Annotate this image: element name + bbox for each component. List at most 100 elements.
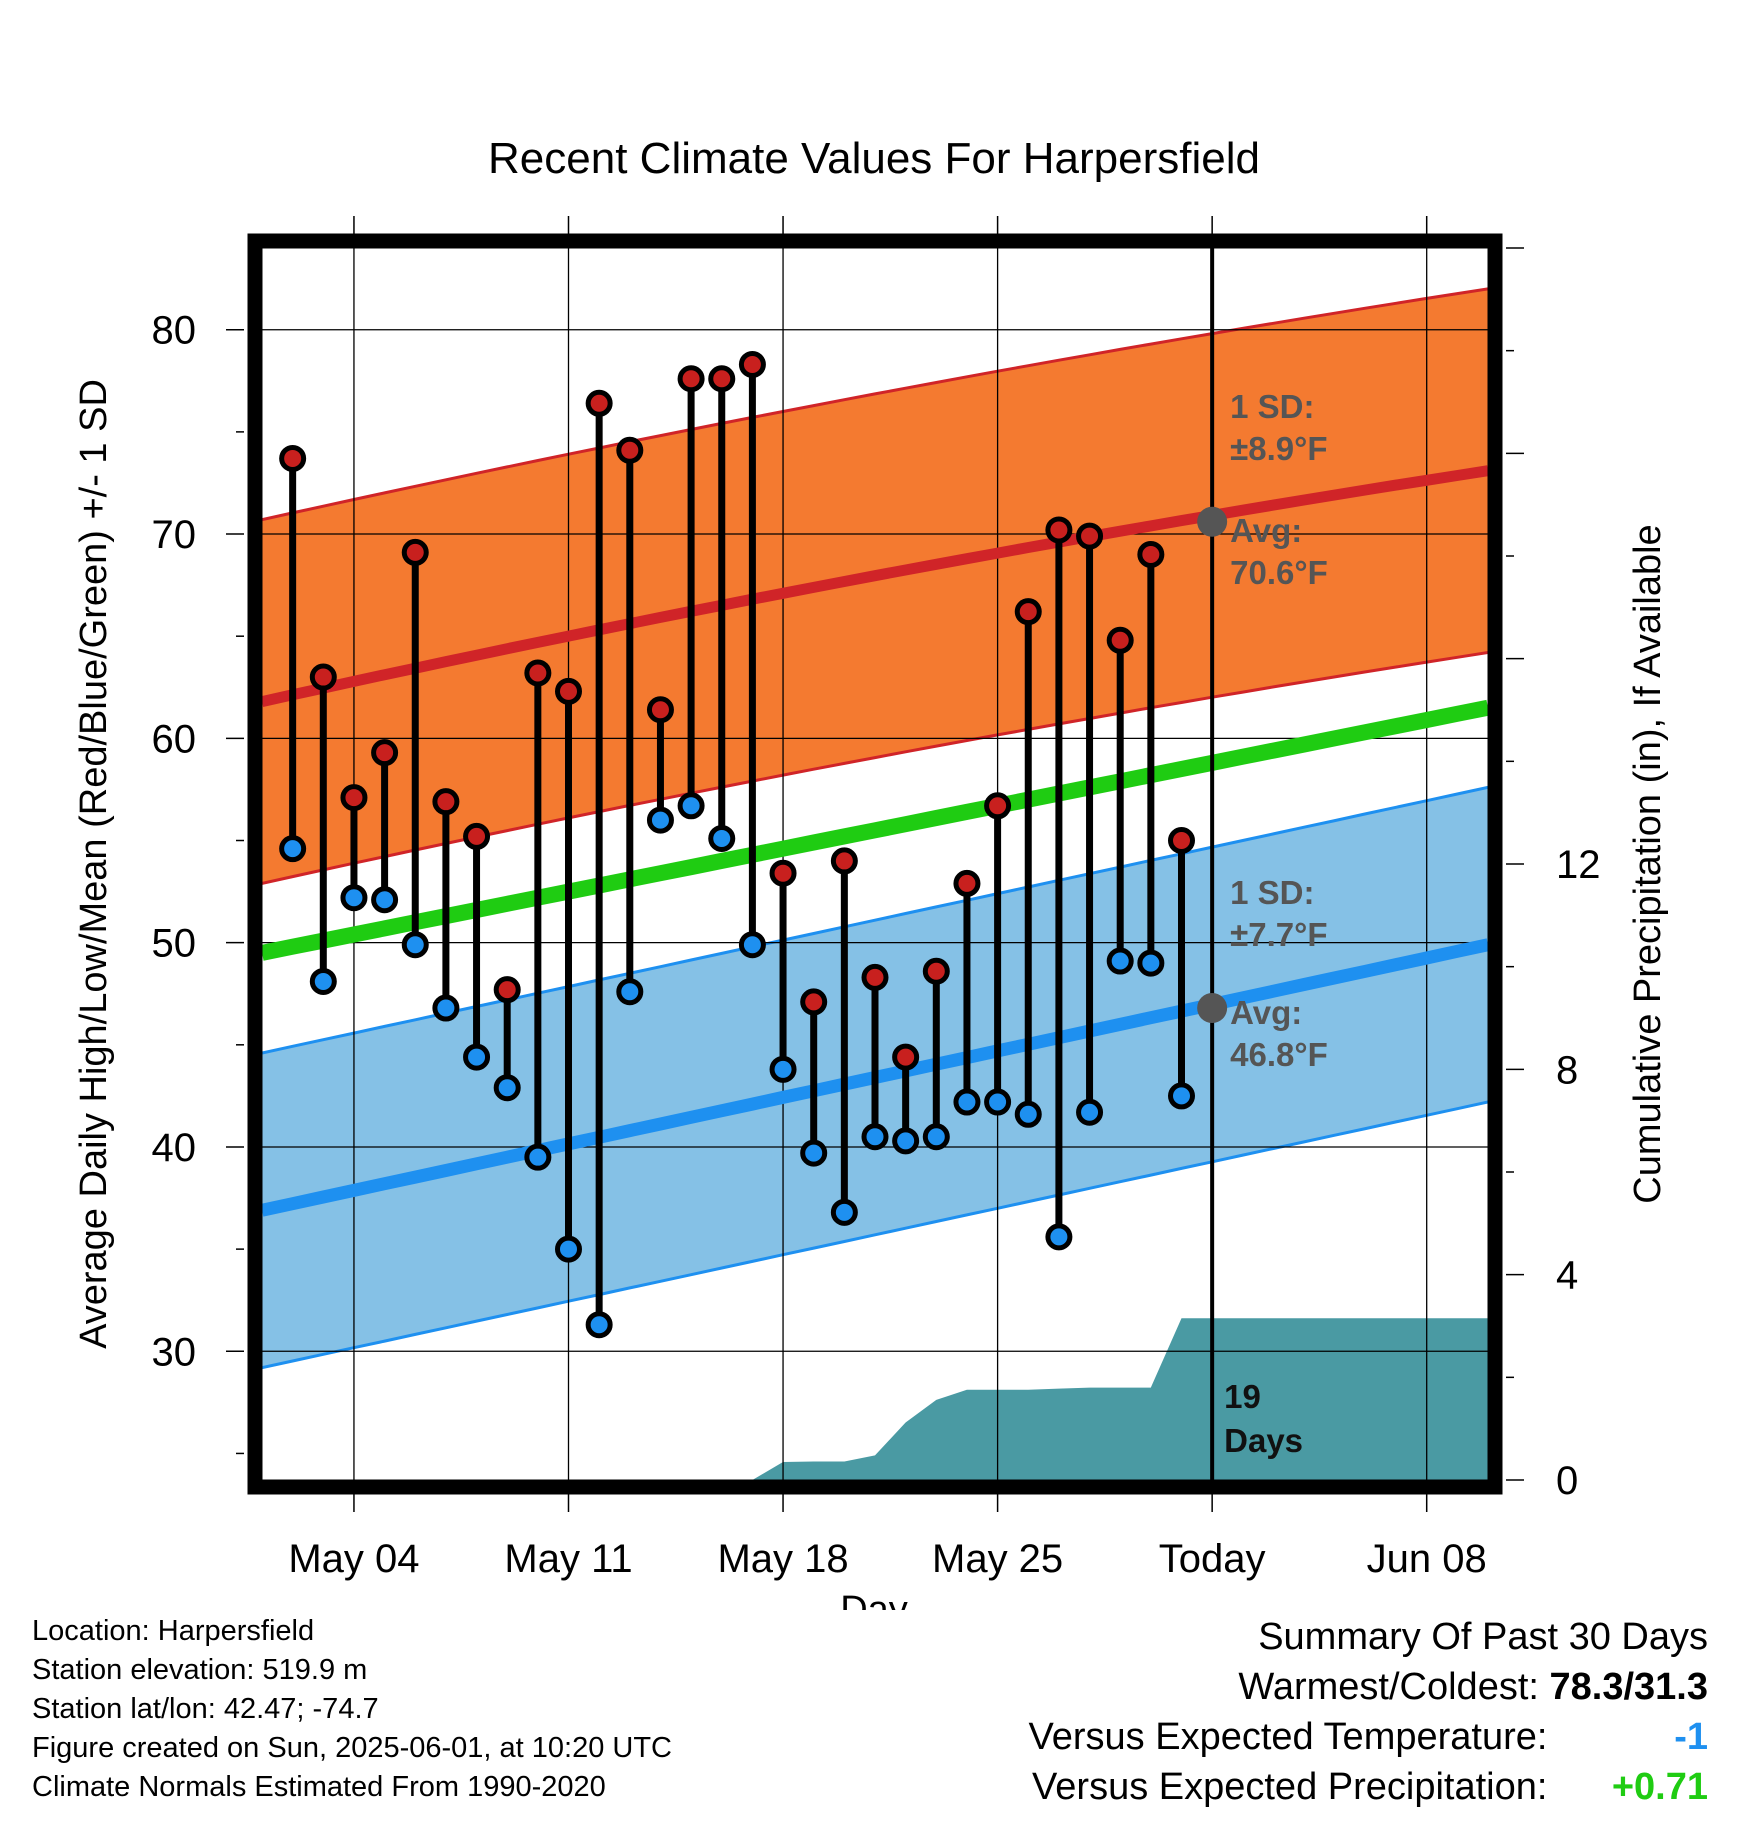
high-point bbox=[616, 436, 644, 464]
location-text: Location: Harpersfield bbox=[32, 1615, 315, 1647]
precip-value: +0.71 bbox=[1611, 1766, 1708, 1808]
low-point bbox=[1076, 1098, 1104, 1126]
high-avg-label: Avg: bbox=[1230, 512, 1302, 549]
low-point bbox=[616, 978, 644, 1006]
mean-normal-line bbox=[262, 699, 1488, 961]
high-point bbox=[861, 963, 889, 991]
low-point bbox=[1168, 1082, 1195, 1110]
today-high-avg-marker bbox=[1197, 506, 1228, 537]
high-sd-label: 1 SD: bbox=[1230, 388, 1314, 425]
created-text: Figure created on Sun, 2025-06-01, at 10… bbox=[32, 1732, 672, 1764]
low-point bbox=[677, 792, 705, 820]
low-point bbox=[279, 835, 307, 863]
chart-title: Recent Climate Values For Harpersfield bbox=[488, 134, 1260, 183]
high-point bbox=[1045, 516, 1073, 544]
high-point bbox=[1168, 827, 1195, 855]
warm-cold-label: Warmest/Coldest: bbox=[1238, 1666, 1539, 1708]
x-tick-label: May 04 bbox=[288, 1537, 419, 1581]
high-point bbox=[1076, 522, 1104, 550]
low-point bbox=[340, 884, 368, 912]
high-point bbox=[769, 859, 797, 887]
low-point bbox=[769, 1055, 797, 1083]
low-point bbox=[555, 1235, 582, 1263]
high-point bbox=[677, 365, 705, 393]
low-avg-label: Avg: bbox=[1230, 994, 1302, 1031]
high-point bbox=[555, 677, 582, 705]
low-point bbox=[892, 1127, 920, 1155]
low-point bbox=[493, 1074, 521, 1102]
high-point bbox=[738, 350, 766, 378]
x-axis-label: Day bbox=[840, 1589, 908, 1610]
low-point bbox=[432, 994, 460, 1022]
y-tick-label: 40 bbox=[152, 1126, 197, 1170]
high-point bbox=[1106, 626, 1134, 654]
summary-warm-cold: Warmest/Coldest: 78.3/31.3 bbox=[1029, 1662, 1708, 1712]
plot-frame bbox=[247, 233, 1503, 1495]
high-point bbox=[646, 696, 674, 724]
high-point bbox=[585, 389, 613, 417]
low-sd-label: 1 SD: bbox=[1230, 874, 1314, 911]
summary-panel: Summary Of Past 30 Days Warmest/Coldest:… bbox=[1029, 1612, 1708, 1812]
y2-tick-label: 0 bbox=[1556, 1459, 1578, 1503]
station-info: Location: Harpersfield Station elevation… bbox=[32, 1612, 672, 1807]
high-avg-value: 70.6°F bbox=[1230, 554, 1328, 591]
summary-temp: Versus Expected Temperature: -1 bbox=[1029, 1712, 1708, 1762]
x-tick-label: May 25 bbox=[932, 1537, 1063, 1581]
temp-value: -1 bbox=[1674, 1716, 1708, 1758]
y-tick-label: 60 bbox=[152, 717, 197, 761]
days-word: Days bbox=[1224, 1422, 1303, 1459]
low-point bbox=[585, 1311, 613, 1339]
latlon-text: Station lat/lon: 42.47; -74.7 bbox=[32, 1693, 379, 1725]
low-point bbox=[1045, 1223, 1073, 1251]
low-point bbox=[708, 824, 736, 852]
low-point bbox=[309, 967, 337, 995]
today-low-avg-marker bbox=[1197, 993, 1228, 1024]
low-point bbox=[524, 1143, 552, 1171]
low-point bbox=[401, 931, 429, 959]
y2-tick-label: 4 bbox=[1556, 1254, 1578, 1298]
high-point bbox=[984, 792, 1012, 820]
high-point bbox=[463, 822, 491, 850]
precipitation-area bbox=[262, 1318, 1488, 1480]
low-point bbox=[953, 1088, 981, 1116]
days-number: 19 bbox=[1224, 1378, 1261, 1415]
low-point bbox=[463, 1043, 491, 1071]
high-point bbox=[1137, 540, 1165, 568]
low-avg-value: 46.8°F bbox=[1230, 1036, 1328, 1073]
high-point bbox=[1014, 598, 1042, 626]
high-point bbox=[309, 663, 337, 691]
low-point bbox=[646, 806, 674, 834]
low-band-upper-edge bbox=[262, 785, 1488, 1055]
x-tick-label: Today bbox=[1159, 1537, 1266, 1581]
low-point bbox=[1137, 949, 1165, 977]
high-point bbox=[708, 365, 736, 393]
y-tick-label: 70 bbox=[152, 513, 197, 557]
precip-label: Versus Expected Precipitation: bbox=[1032, 1766, 1548, 1808]
high-point bbox=[892, 1043, 920, 1071]
x-tick-label: May 18 bbox=[717, 1537, 848, 1581]
high-point bbox=[800, 988, 828, 1016]
y-tick-label: 50 bbox=[152, 922, 197, 966]
climate-chart: Recent Climate Values For Harpersfield 1… bbox=[73, 134, 1669, 1610]
high-point bbox=[401, 538, 429, 566]
y-axis-label: Average Daily High/Low/Mean (Red/Blue/Gr… bbox=[73, 379, 115, 1349]
high-point bbox=[432, 788, 460, 816]
warm-cold-value: 78.3/31.3 bbox=[1549, 1666, 1708, 1708]
y2-tick-label: 8 bbox=[1556, 1048, 1578, 1092]
x-tick-label: May 11 bbox=[504, 1537, 632, 1581]
high-point bbox=[830, 847, 858, 875]
low-point bbox=[800, 1139, 828, 1167]
y-tick-label: 80 bbox=[152, 309, 197, 353]
high-point bbox=[953, 869, 981, 897]
high-point bbox=[493, 976, 521, 1004]
low-point bbox=[1014, 1100, 1042, 1128]
high-point bbox=[279, 444, 307, 472]
y2-tick-label: 12 bbox=[1556, 843, 1601, 887]
high-point bbox=[340, 784, 368, 812]
low-point bbox=[922, 1123, 950, 1151]
low-point bbox=[1106, 947, 1134, 975]
low-band-lower-edge bbox=[262, 1100, 1488, 1370]
low-point bbox=[861, 1123, 889, 1151]
low-point bbox=[738, 931, 766, 959]
high-sd-value: ±8.9°F bbox=[1230, 430, 1327, 467]
